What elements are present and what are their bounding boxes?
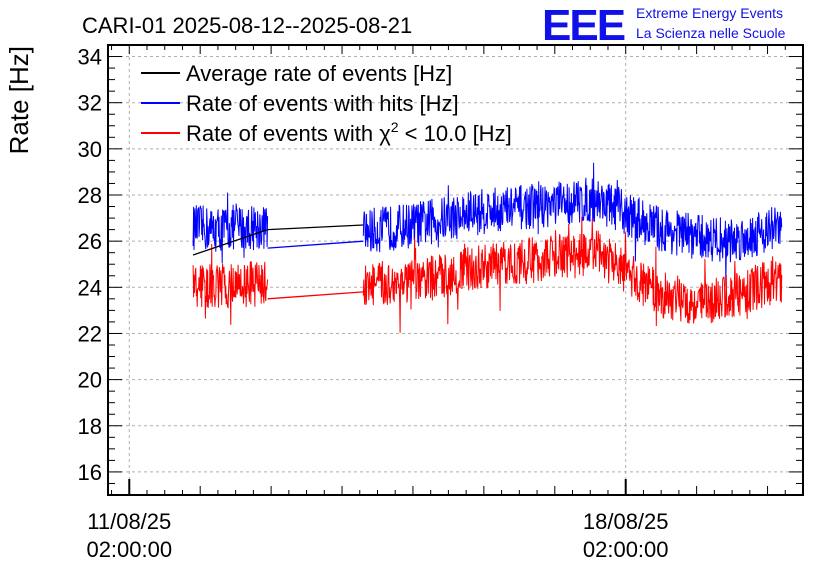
x-tick-label-time: 02:00:00	[583, 537, 669, 562]
series	[192, 162, 783, 333]
chart-title: CARI-01 2025-08-12--2025-08-21	[82, 13, 412, 38]
legend-label: Average rate of events [Hz]	[186, 61, 452, 86]
eee-logo-mark: EEE	[542, 1, 625, 50]
y-tick-label: 16	[78, 460, 102, 485]
legend-label: Rate of events with χ2 < 10.0 [Hz]	[186, 119, 512, 146]
legend-entry: Average rate of events [Hz]	[141, 61, 452, 86]
series-rate-with-hits	[192, 162, 783, 287]
axes: 16 18 20 22 24 26 28 30 32 34 11/08/25 02:00:00 18/0…	[78, 44, 804, 562]
legend: Average rate of events [Hz] Rate of event…	[141, 61, 512, 146]
x-tick-label-date: 18/08/25	[583, 509, 669, 534]
y-axis-label: Rate [Hz]	[4, 46, 34, 154]
y-tick-label: 32	[78, 91, 102, 116]
series-line-segment	[362, 162, 783, 287]
series-line-segment	[362, 216, 783, 333]
series-line-segment	[267, 240, 364, 249]
legend-label: Rate of events with hits [Hz]	[186, 91, 459, 116]
eee-logo-line2: La Scienza nelle Scuole	[636, 25, 786, 41]
series-rate-chi2	[192, 216, 783, 333]
eee-logo-line1: Extreme Energy Events	[636, 5, 783, 21]
series-line-segment	[192, 224, 364, 256]
y-tick-label: 34	[78, 45, 102, 70]
y-tick-label: 22	[78, 321, 102, 346]
legend-entry: Rate of events with χ2 < 10.0 [Hz]	[141, 119, 512, 146]
y-tick-label: 26	[78, 229, 102, 254]
series-average-rate	[192, 224, 364, 256]
x-tick-label-date: 11/08/25	[87, 509, 171, 534]
legend-entry: Rate of events with hits [Hz]	[141, 91, 459, 116]
y-tick-label: 24	[78, 275, 102, 300]
series-line-segment	[192, 243, 269, 325]
series-line-segment	[267, 291, 364, 300]
x-tick-label-time: 02:00:00	[86, 537, 172, 562]
y-tick-label: 28	[78, 183, 102, 208]
y-tick-label: 20	[78, 368, 102, 393]
y-tick-label: 30	[78, 137, 102, 162]
plot-frame	[107, 44, 804, 496]
y-tick-label: 18	[78, 414, 102, 439]
series-line-segment	[192, 192, 269, 264]
eee-logo: EEE Extreme Energy Events La Scienza nel…	[542, 1, 786, 50]
grid	[108, 45, 803, 495]
